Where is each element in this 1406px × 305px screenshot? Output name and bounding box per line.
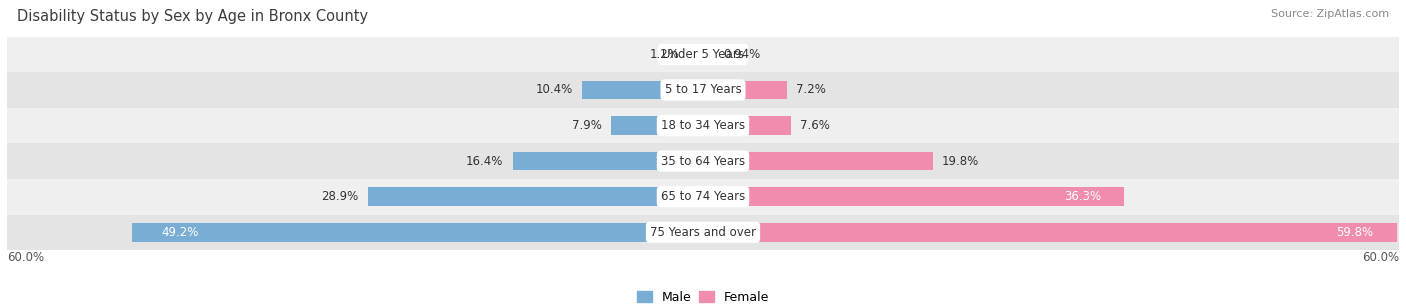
Bar bbox=[368, 188, 703, 206]
Text: 7.2%: 7.2% bbox=[796, 84, 825, 96]
Text: 5 to 17 Years: 5 to 17 Years bbox=[665, 84, 741, 96]
Text: 59.8%: 59.8% bbox=[1336, 226, 1374, 239]
Text: Disability Status by Sex by Age in Bronx County: Disability Status by Sex by Age in Bronx… bbox=[17, 9, 368, 24]
Bar bbox=[703, 45, 714, 64]
Text: 7.6%: 7.6% bbox=[800, 119, 831, 132]
Bar bbox=[7, 214, 1399, 250]
Bar bbox=[7, 143, 1399, 179]
Legend: Male, Female: Male, Female bbox=[637, 291, 769, 304]
Bar bbox=[703, 223, 1396, 242]
Text: 1.2%: 1.2% bbox=[650, 48, 681, 61]
Bar bbox=[513, 152, 703, 170]
Bar bbox=[703, 81, 786, 99]
Text: 16.4%: 16.4% bbox=[467, 155, 503, 168]
Bar bbox=[7, 37, 1399, 72]
Text: 28.9%: 28.9% bbox=[321, 190, 359, 203]
Bar bbox=[703, 188, 1123, 206]
Text: 19.8%: 19.8% bbox=[942, 155, 979, 168]
Bar bbox=[7, 108, 1399, 143]
Bar bbox=[703, 152, 932, 170]
Bar bbox=[689, 45, 703, 64]
Text: 35 to 64 Years: 35 to 64 Years bbox=[661, 155, 745, 168]
Text: 75 Years and over: 75 Years and over bbox=[650, 226, 756, 239]
Bar bbox=[132, 223, 703, 242]
Text: 60.0%: 60.0% bbox=[7, 251, 44, 264]
Text: 18 to 34 Years: 18 to 34 Years bbox=[661, 119, 745, 132]
Bar bbox=[7, 72, 1399, 108]
Bar bbox=[612, 116, 703, 135]
Bar bbox=[7, 179, 1399, 214]
Text: 65 to 74 Years: 65 to 74 Years bbox=[661, 190, 745, 203]
Bar bbox=[582, 81, 703, 99]
Text: 60.0%: 60.0% bbox=[1362, 251, 1399, 264]
Text: 7.9%: 7.9% bbox=[572, 119, 602, 132]
Text: 49.2%: 49.2% bbox=[162, 226, 198, 239]
Text: 10.4%: 10.4% bbox=[536, 84, 574, 96]
Bar bbox=[703, 116, 792, 135]
Text: 36.3%: 36.3% bbox=[1064, 190, 1101, 203]
Text: Source: ZipAtlas.com: Source: ZipAtlas.com bbox=[1271, 9, 1389, 19]
Text: Under 5 Years: Under 5 Years bbox=[662, 48, 744, 61]
Text: 0.94%: 0.94% bbox=[723, 48, 761, 61]
